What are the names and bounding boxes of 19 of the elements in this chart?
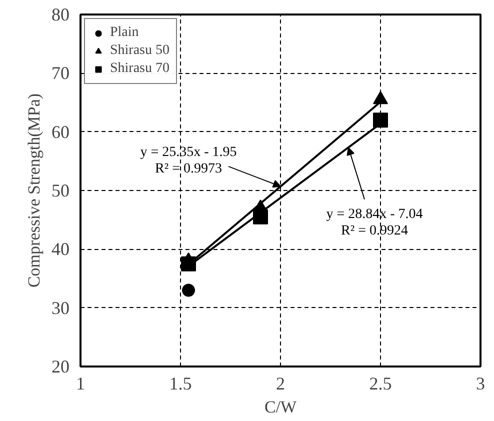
y-tick-label: 70 — [52, 63, 70, 84]
legend-label: Shirasu 50 — [110, 43, 170, 59]
annotation: y = 25.35x - 1.95 R² = 0.9973 — [140, 144, 237, 176]
y-tick-label: 60 — [52, 122, 70, 142]
y-tick-label: 80 — [52, 4, 70, 24]
x-tick-label: 1 — [76, 374, 85, 394]
y-tick-label: 20 — [52, 356, 70, 376]
legend-label: Plain — [110, 25, 139, 41]
y-tick-label: 30 — [52, 298, 70, 318]
x-tick-label: 1.5 — [169, 374, 192, 394]
y-axis-title: Compressive Strength(MPa) — [24, 93, 44, 288]
x-tick-label: 2 — [276, 374, 285, 394]
y-tick-label: 50 — [52, 180, 70, 200]
x-axis-title: C/W — [264, 398, 298, 416]
annotation: y = 28.84x - 7.04 R² = 0.9924 — [326, 207, 423, 239]
legend-label: Shirasu 70 — [110, 61, 170, 77]
x-tick-label: 2.5 — [369, 374, 392, 394]
x-tick-label: 3 — [476, 374, 485, 394]
y-tick-label: 40 — [52, 239, 70, 260]
